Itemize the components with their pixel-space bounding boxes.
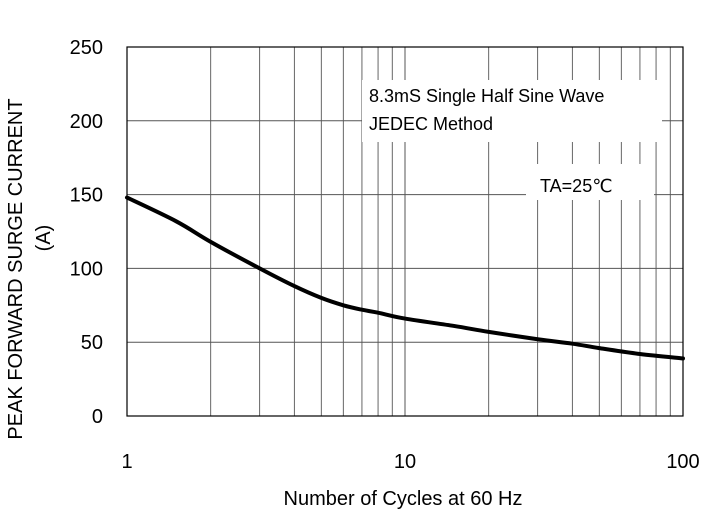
annotation-line-3: TA=25℃ xyxy=(540,176,612,196)
annotation-background xyxy=(362,80,662,142)
y-tick-label: 0 xyxy=(92,406,103,428)
annotation-background-ta xyxy=(526,164,654,200)
y-tick-label: 200 xyxy=(70,111,103,133)
plot-frame xyxy=(126,46,684,417)
y-tick-label: 150 xyxy=(70,185,103,207)
y-tick-label: 100 xyxy=(70,258,103,280)
y-tick-label: 50 xyxy=(81,332,103,354)
x-tick-label: 1 xyxy=(121,451,132,473)
annotation-line-1: 8.3mS Single Half Sine Wave xyxy=(369,86,604,106)
y-axis-label-line2: (A) xyxy=(33,225,55,252)
x-tick-label: 100 xyxy=(666,451,699,473)
annotation-group: 8.3mS Single Half Sine Wave JEDEC Method… xyxy=(362,80,662,200)
y-axis-label-line1: PEAK FORWARD SURGE CURRENT xyxy=(5,98,27,439)
x-tick-label: 10 xyxy=(394,451,416,473)
x-axis-label: Number of Cycles at 60 Hz xyxy=(284,488,523,510)
series-line xyxy=(125,195,685,361)
annotation-line-2: JEDEC Method xyxy=(369,114,493,134)
y-tick-label: 250 xyxy=(70,37,103,59)
tick-labels: 1 10 100 0 50 100 150 200 250 xyxy=(70,37,700,473)
